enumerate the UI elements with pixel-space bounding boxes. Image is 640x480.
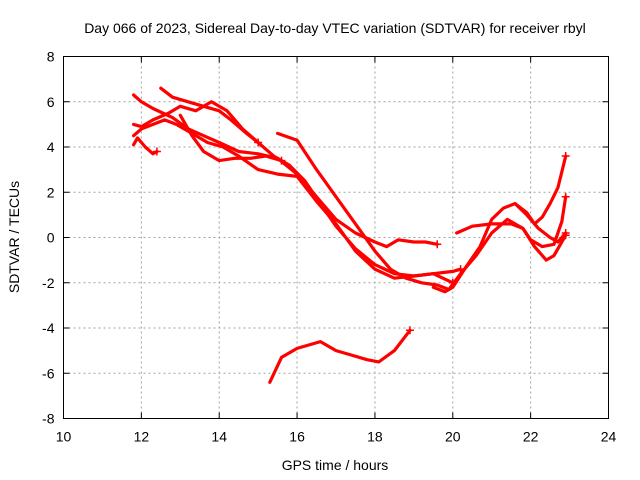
series-sat-track-2	[159, 86, 465, 278]
y-tick-label: -8	[42, 411, 55, 427]
x-tick-label: 12	[134, 429, 150, 445]
series-end-marker	[254, 138, 263, 147]
series-line	[276, 131, 568, 292]
series-end-marker	[561, 152, 570, 161]
x-tick-label: 16	[289, 429, 305, 445]
x-axis-tick-labels: 10 12 14 16 18 20 22 24	[56, 429, 617, 445]
series-line	[132, 136, 159, 156]
series-line	[159, 86, 463, 278]
y-tick-label: 4	[47, 139, 55, 155]
series-line	[268, 328, 412, 384]
series-line	[431, 202, 568, 294]
series-sat-track-11	[268, 326, 414, 384]
series-group	[132, 86, 570, 384]
series-line	[178, 113, 284, 163]
series-line	[132, 100, 260, 145]
series-sat-track-8	[431, 202, 570, 294]
x-tick-label: 14	[211, 429, 227, 445]
x-tick-label: 10	[56, 429, 72, 445]
series-end-marker	[561, 192, 570, 201]
x-tick-label: 22	[523, 429, 539, 445]
series-sat-track-5	[132, 136, 161, 156]
series-line	[455, 195, 568, 249]
x-axis-label: GPS time / hours	[282, 457, 389, 473]
series-line	[132, 93, 439, 249]
series-sat-track-9	[455, 192, 570, 249]
series-sat-track-10	[513, 152, 570, 226]
y-tick-label: -4	[42, 320, 55, 336]
series-end-marker	[561, 228, 570, 237]
x-tick-label: 20	[445, 429, 461, 445]
y-axis-tick-labels: -8 -6 -4 -2 0 2 4 6 8	[42, 49, 55, 427]
y-tick-label: 2	[47, 184, 55, 200]
x-tick-label: 24	[601, 429, 617, 445]
series-sat-track-6	[178, 113, 286, 165]
series-end-marker	[277, 156, 286, 165]
series-sat-track-1	[132, 93, 442, 249]
series-line	[513, 154, 568, 226]
y-tick-label: 0	[47, 230, 55, 246]
y-axis-label: SDTVAR / TECUs	[6, 181, 22, 293]
series-end-marker	[405, 326, 414, 335]
x-tick-label: 18	[367, 429, 383, 445]
series-end-marker	[152, 147, 161, 156]
grid	[63, 56, 609, 419]
chart-title: Day 066 of 2023, Sidereal Day-to-day VTE…	[84, 20, 586, 36]
series-end-marker	[433, 240, 442, 249]
series-sat-track-4	[132, 100, 263, 147]
series-sat-track-3	[132, 118, 457, 287]
y-tick-label: -6	[42, 365, 55, 381]
y-tick-label: 8	[47, 49, 55, 65]
y-tick-label: -2	[42, 275, 55, 291]
y-tick-label: 6	[47, 94, 55, 110]
series-line	[132, 118, 455, 285]
axis-ticks	[63, 56, 609, 419]
